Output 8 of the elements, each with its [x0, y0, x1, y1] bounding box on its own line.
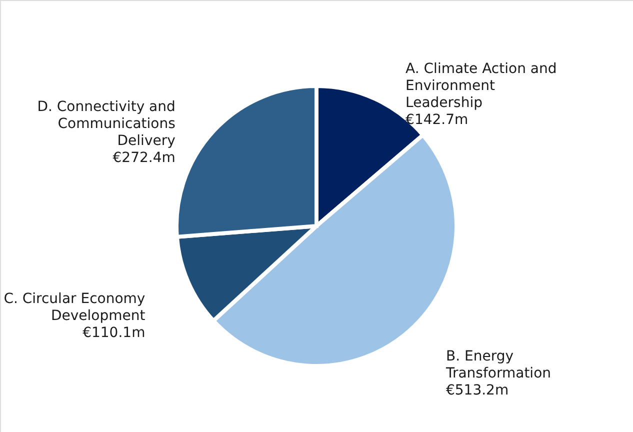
- data-label: €110.1m: [82, 324, 146, 341]
- slice-label: C. Circular Economy Development: [4, 290, 146, 324]
- data-label: €142.7m: [406, 112, 468, 128]
- data-label: €272.4m: [112, 150, 176, 166]
- slice-label: B. Energy Transformation: [444, 348, 552, 382]
- data-label: €513.2m: [446, 382, 509, 398]
- slice-label: A. Climate Action and Environment Leadership: [406, 61, 557, 112]
- slice-label: D. Connectivity and Communications Delivery: [37, 98, 176, 149]
